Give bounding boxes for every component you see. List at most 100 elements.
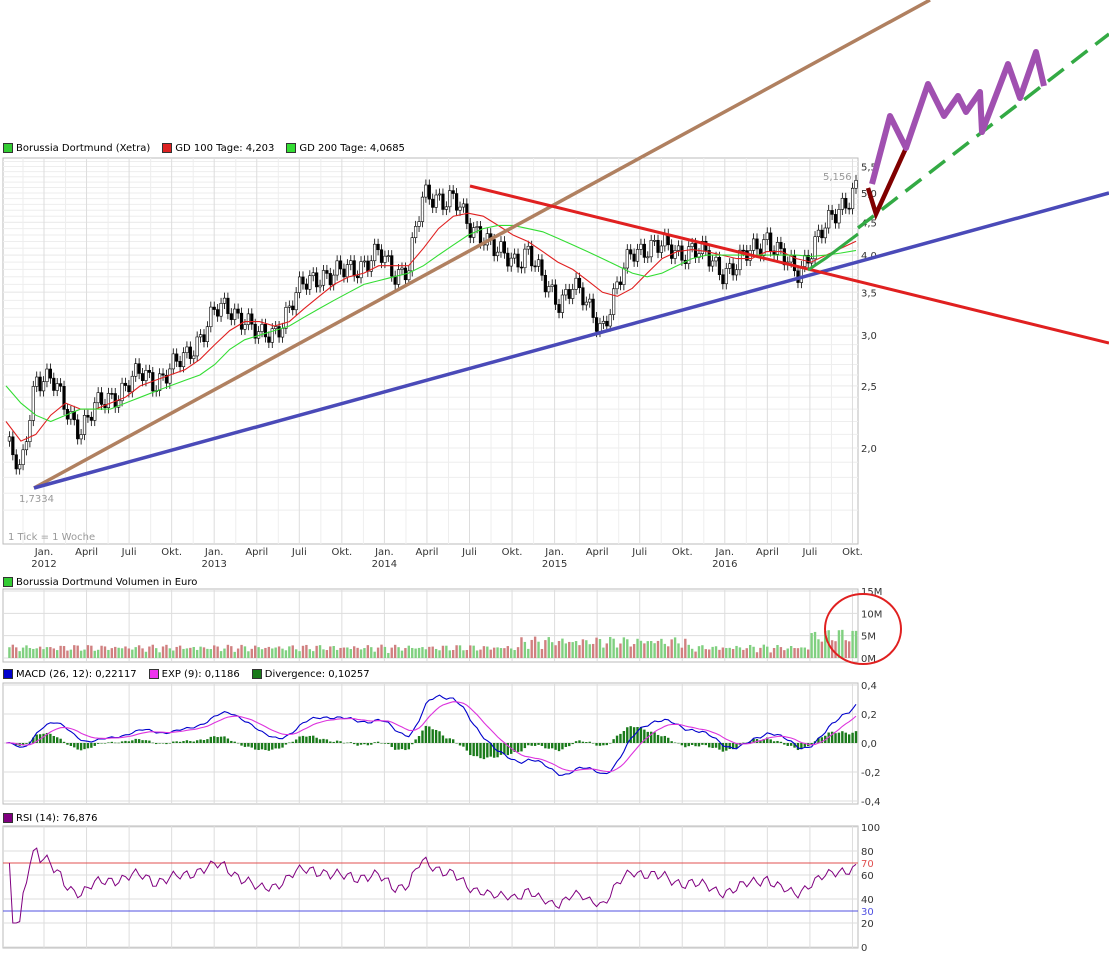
- divergence-bar: [516, 743, 520, 752]
- candle-body: [216, 309, 220, 317]
- rsi-y-tick: 100: [861, 823, 880, 834]
- trend-line-red: [469, 184, 1109, 345]
- divergence-bar: [352, 743, 356, 745]
- divergence-bar: [492, 743, 496, 758]
- volume-bar: [134, 647, 137, 658]
- candle-body: [711, 260, 715, 267]
- divergence-bar: [356, 743, 359, 746]
- volume-bar: [42, 649, 45, 658]
- divergence-bar: [318, 739, 322, 743]
- candle-body: [704, 240, 708, 251]
- candle-body: [396, 269, 401, 285]
- candle-body: [260, 323, 264, 332]
- volume-bar: [762, 644, 766, 658]
- candle-body: [178, 361, 182, 368]
- legend-swatch: [3, 577, 13, 587]
- divergence-bar: [257, 743, 260, 751]
- divergence-bar: [161, 743, 165, 744]
- volume-bar: [373, 651, 376, 658]
- volume-bar: [59, 645, 62, 658]
- volume-bar: [578, 645, 581, 658]
- candle-body: [502, 241, 506, 254]
- rsi-y-tick: 80: [861, 847, 874, 858]
- divergence-bar: [243, 743, 247, 747]
- candle-body: [127, 385, 131, 393]
- candle-body: [144, 370, 148, 381]
- rsi-line: [8, 847, 857, 924]
- divergence-bar: [189, 741, 192, 743]
- divergence-bar: [550, 743, 554, 749]
- divergence-bar: [134, 738, 137, 743]
- volume-bar: [243, 646, 247, 658]
- volume-bar: [103, 646, 107, 658]
- volume-bar: [632, 644, 636, 658]
- divergence-bar: [701, 743, 704, 745]
- divergence-bar: [168, 743, 172, 744]
- candle-body: [758, 248, 763, 257]
- divergence-bar: [472, 743, 475, 757]
- divergence-bar: [742, 742, 745, 744]
- candle-body: [202, 334, 206, 342]
- volume-bar: [209, 649, 213, 658]
- divergence-bar: [329, 741, 332, 743]
- candle-body: [76, 419, 80, 440]
- divergence-bar: [629, 726, 632, 743]
- legend-divergence: Divergence: 0,10257: [251, 669, 370, 680]
- candle-body: [195, 336, 199, 357]
- divergence-bar: [202, 740, 206, 743]
- candle-body: [383, 255, 387, 263]
- volume-bar: [195, 649, 199, 658]
- volume-bar: [124, 646, 127, 658]
- candle-body: [356, 275, 360, 279]
- divergence-bar: [151, 742, 154, 744]
- divergence-bar: [185, 740, 189, 743]
- volume-bar: [475, 650, 479, 658]
- candle-body: [581, 287, 585, 306]
- divergence-bar: [216, 737, 219, 743]
- volume-bar: [680, 647, 684, 658]
- divergence-bar: [469, 743, 472, 756]
- candle-body: [577, 277, 582, 289]
- divergence-bar: [42, 733, 45, 743]
- divergence-bar: [817, 737, 820, 743]
- volume-y-tick: 0M: [861, 654, 876, 665]
- divergence-bar: [271, 743, 274, 750]
- price-x-tick: April: [75, 547, 98, 558]
- volume-bar: [76, 645, 79, 658]
- candle-body: [441, 193, 445, 210]
- candle-body: [734, 269, 739, 276]
- volume-bar: [363, 648, 366, 658]
- candle-body: [755, 238, 759, 250]
- volume-bar: [329, 646, 332, 658]
- legend-rsi: RSI (14): 76,876: [3, 813, 98, 824]
- candle-body: [612, 288, 616, 315]
- candle-body: [779, 242, 783, 249]
- price-x-tick: Okt.: [161, 547, 182, 558]
- candle-body: [455, 193, 459, 211]
- candle-body: [236, 308, 240, 314]
- volume-bar: [189, 647, 192, 658]
- volume-bar: [165, 644, 168, 658]
- divergence-bar: [387, 743, 390, 745]
- candle-body: [35, 376, 39, 387]
- divergence-bar: [120, 741, 124, 743]
- volume-bar: [646, 641, 649, 658]
- divergence-bar: [684, 743, 687, 748]
- price-x-year: 2016: [712, 559, 737, 570]
- forecast-line-darkred: [865, 147, 909, 221]
- price-x-year: 2014: [372, 559, 397, 570]
- candle-body: [209, 306, 213, 328]
- divergence-bar: [291, 741, 294, 743]
- divergence-bar: [421, 730, 424, 743]
- candle-body: [639, 243, 643, 250]
- candle-body: [642, 243, 646, 258]
- legend-price: Borussia Dortmund (Xetra): [3, 143, 150, 154]
- volume-bar: [527, 648, 530, 658]
- volume-bar: [451, 649, 455, 658]
- divergence-bar: [349, 742, 352, 743]
- candle-body: [332, 274, 336, 286]
- candle-body: [134, 363, 138, 377]
- divergence-bar: [288, 742, 291, 744]
- volume-bar: [35, 648, 38, 658]
- divergence-bar: [772, 741, 776, 743]
